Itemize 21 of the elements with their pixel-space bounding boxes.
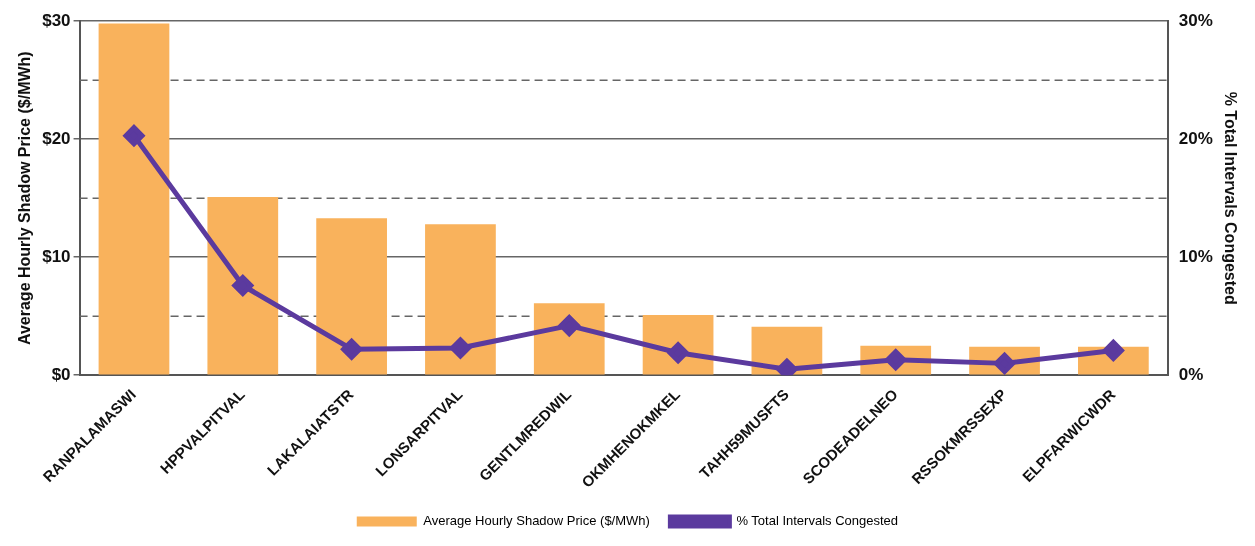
y-tick-label: $30 [42,10,71,30]
point [558,315,580,337]
bar [207,197,279,375]
y2-tick-label: 10% [1178,246,1213,266]
point [123,125,145,147]
y-tick-label: $10 [42,246,71,266]
point [232,275,254,296]
point [341,338,363,360]
bar [98,23,170,375]
y2-tick-label: 0% [1178,364,1204,384]
y-tick-label: $0 [51,364,71,384]
legend-label: Average Hourly Shadow Price ($/MWh) [423,513,650,529]
y2-tick-label: 30% [1178,10,1213,30]
point [449,337,471,359]
y-tick-label: $20 [42,128,71,148]
y2-tick-label: 20% [1178,128,1213,148]
y2-axis-title: % Total Intervals Congested [1221,91,1239,305]
y-axis-title: Average Hourly Shadow Price ($/MWh) [16,51,34,346]
bar [425,224,496,375]
legend-label: % Total Intervals Congested [736,513,899,529]
bar [316,218,387,375]
